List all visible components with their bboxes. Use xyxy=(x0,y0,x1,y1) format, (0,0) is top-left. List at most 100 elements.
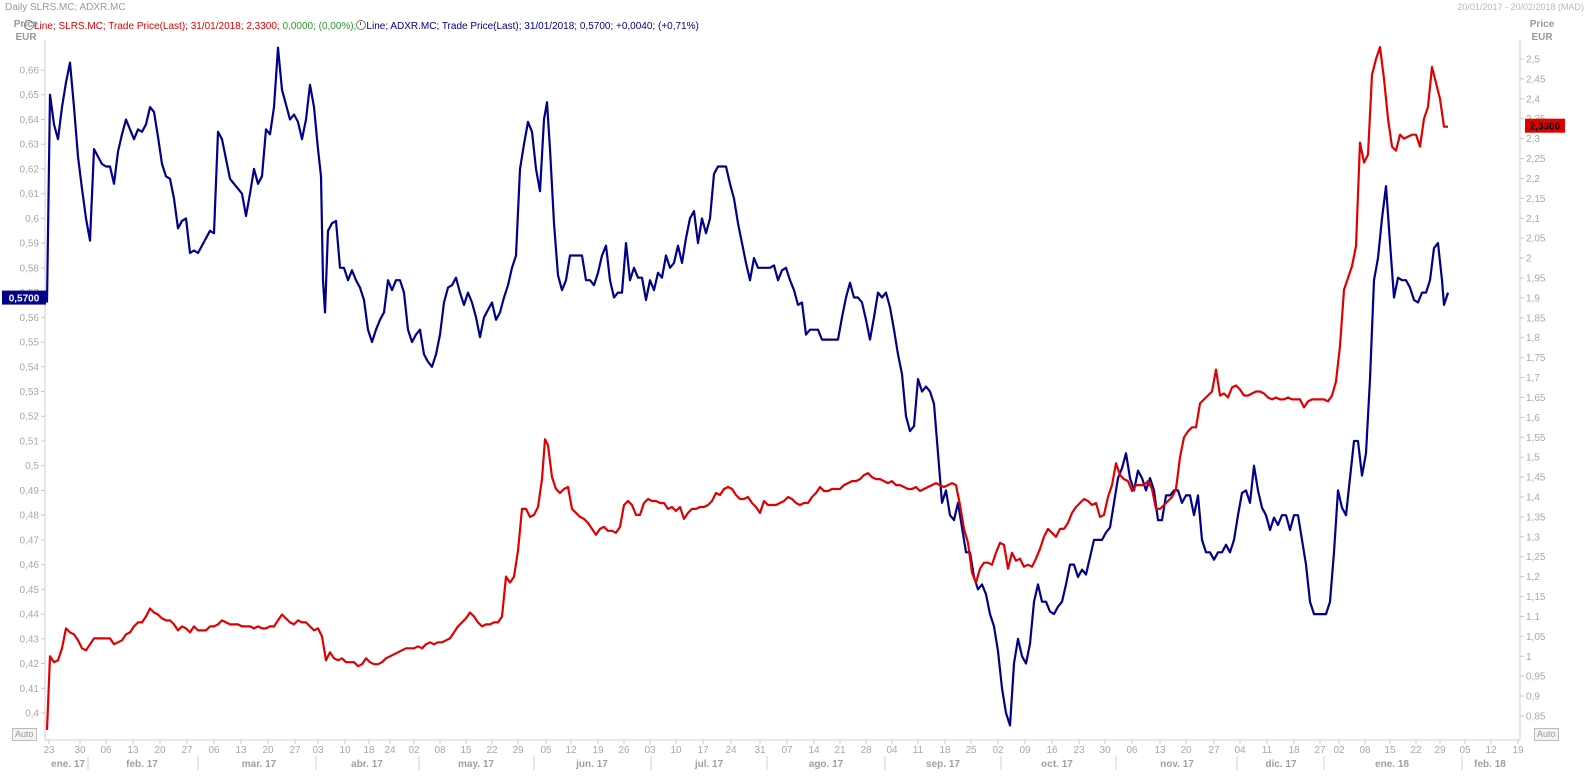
left-tick-label: 0,52 xyxy=(20,412,40,423)
left-tick-label: 0,55 xyxy=(20,338,40,349)
month-label: abr. 17 xyxy=(351,759,383,770)
left-tick-label: 0,45 xyxy=(20,585,40,596)
x-tick-label: 05 xyxy=(1459,745,1471,756)
x-tick-label: 14 xyxy=(808,745,820,756)
x-tick-label: 17 xyxy=(697,745,709,756)
right-tick-label: 1,45 xyxy=(1526,473,1546,484)
x-tick-label: 31 xyxy=(754,745,766,756)
left-tick-label: 0,56 xyxy=(20,313,40,324)
x-tick-label: 03 xyxy=(644,745,656,756)
left-tick-label: 0,61 xyxy=(20,189,40,200)
x-tick-label: 04 xyxy=(1234,745,1246,756)
auto-scale-left-button[interactable]: Auto xyxy=(12,728,37,741)
x-tick-label: 10 xyxy=(339,745,351,756)
month-label: ene. 18 xyxy=(1375,759,1409,770)
month-label: may. 17 xyxy=(458,759,494,770)
right-tick-label: 1,15 xyxy=(1526,592,1546,603)
x-axis: 23 30 06 13 20 27 06 13 20 27 03 10 18 24 02 08 15 22 29 05… xyxy=(43,739,1524,770)
legend-item-slrs-change: 0,0000; (0,00%); xyxy=(282,21,357,32)
x-tick-label: 18 xyxy=(363,745,375,756)
left-tick-label: 0,44 xyxy=(20,610,40,621)
chart-legend: Line; SLRS.MC; Trade Price(Last); 31/01/… xyxy=(24,20,699,32)
month-label: oct. 17 xyxy=(1041,759,1073,770)
right-tick-label: 0,95 xyxy=(1526,672,1546,683)
x-tick-label: 07 xyxy=(781,745,793,756)
x-tick-label: 19 xyxy=(592,745,604,756)
left-tick-label: 0,43 xyxy=(20,634,40,645)
x-tick-label: 30 xyxy=(74,745,86,756)
left-axis-title-text: Price EUR xyxy=(13,19,39,43)
right-tick-label: 1,25 xyxy=(1526,552,1546,563)
x-tick-label: 27 xyxy=(289,745,301,756)
left-tick-label: 0,53 xyxy=(20,387,40,398)
clock-icon[interactable] xyxy=(24,20,34,30)
left-tick-label: 0,62 xyxy=(20,164,40,175)
right-tick-label: 1,35 xyxy=(1526,512,1546,523)
last-value-markers: 0,5700 2,3300 xyxy=(2,118,1565,305)
x-tick-label: 12 xyxy=(565,745,577,756)
x-tick-label: 27 xyxy=(1208,745,1220,756)
right-tick-label: 2,5 xyxy=(1526,55,1540,66)
right-axis: 0,85 0,9 0,95 1 1,05 1,1 1,15 1,2 1,25 1,3 1,35 1,4… xyxy=(1519,40,1546,740)
x-tick-label: 29 xyxy=(1434,745,1446,756)
left-tick-label: 0,48 xyxy=(20,511,40,522)
series-lines xyxy=(45,46,1450,730)
right-axis-title-text: Price EUR xyxy=(1529,19,1555,43)
left-tick-label: 0,59 xyxy=(20,239,40,250)
x-tick-label: 11 xyxy=(1262,745,1273,756)
month-label: feb. 18 xyxy=(1474,759,1506,770)
right-tick-label: 1,75 xyxy=(1526,353,1546,364)
x-tick-label: 10 xyxy=(670,745,682,756)
legend-item-adxr[interactable]: Line; ADXR.MC; Trade Price(Last); 31/01/… xyxy=(366,21,699,32)
right-tick-label: 1,9 xyxy=(1526,293,1540,304)
x-tick-label: 19 xyxy=(1512,745,1524,756)
auto-scale-right-button[interactable]: Auto xyxy=(1534,728,1559,741)
month-label: dic. 17 xyxy=(1265,759,1297,770)
x-tick-label: 11 xyxy=(913,745,924,756)
right-tick-label: 1,3 xyxy=(1526,532,1540,543)
x-tick-label: 06 xyxy=(208,745,220,756)
x-tick-label: 25 xyxy=(965,745,977,756)
slrs-last-value-badge xyxy=(1525,118,1565,133)
x-tick-label: 12 xyxy=(1485,745,1497,756)
clock-icon[interactable] xyxy=(356,20,367,30)
left-tick-label: 0,5 xyxy=(25,461,39,472)
right-tick-label: 2,3 xyxy=(1526,134,1540,145)
adxr-last-value-label: 0,5700 xyxy=(9,294,40,305)
right-tick-label: 1,05 xyxy=(1526,632,1546,643)
left-tick-label: 0,41 xyxy=(20,684,40,695)
left-axis-title: Price EUR xyxy=(9,18,43,44)
x-tick-label: 06 xyxy=(1126,745,1138,756)
x-tick-label: 26 xyxy=(618,745,630,756)
slrs-last-value-label: 2,3300 xyxy=(1530,122,1561,133)
series-line-adxr-mc xyxy=(45,46,1450,727)
x-tick-label: 13 xyxy=(235,745,247,756)
x-tick-label: 18 xyxy=(939,745,951,756)
right-tick-label: 2,25 xyxy=(1526,154,1546,165)
right-tick-label: 1,1 xyxy=(1526,612,1540,623)
right-tick-label: 1,8 xyxy=(1526,333,1540,344)
legend-item-slrs[interactable]: Line; SLRS.MC; Trade Price(Last); 31/01/… xyxy=(34,21,283,32)
right-tick-label: 1,85 xyxy=(1526,313,1546,324)
x-tick-label: 06 xyxy=(100,745,112,756)
series-line-slrs-mc xyxy=(45,46,1448,730)
month-label: feb. 17 xyxy=(126,759,158,770)
left-tick-label: 0,4 xyxy=(25,709,39,720)
right-tick-label: 2,4 xyxy=(1526,94,1540,105)
month-label: nov. 17 xyxy=(1160,759,1194,770)
right-tick-label: 2,05 xyxy=(1526,234,1546,245)
x-tick-label: 29 xyxy=(512,745,524,756)
right-tick-label: 1,5 xyxy=(1526,453,1540,464)
right-tick-label: 1 xyxy=(1526,652,1532,663)
x-tick-label: 03 xyxy=(312,745,324,756)
x-tick-label: 02 xyxy=(408,745,420,756)
x-tick-label: 05 xyxy=(540,745,552,756)
x-tick-label: 23 xyxy=(43,745,55,756)
adxr-last-value-badge xyxy=(2,290,46,305)
right-axis-title: Price EUR xyxy=(1525,18,1559,44)
left-tick-label: 0,66 xyxy=(20,66,40,77)
x-tick-label: 13 xyxy=(127,745,139,756)
right-tick-label: 2,1 xyxy=(1526,214,1540,225)
x-tick-label: 20 xyxy=(154,745,166,756)
